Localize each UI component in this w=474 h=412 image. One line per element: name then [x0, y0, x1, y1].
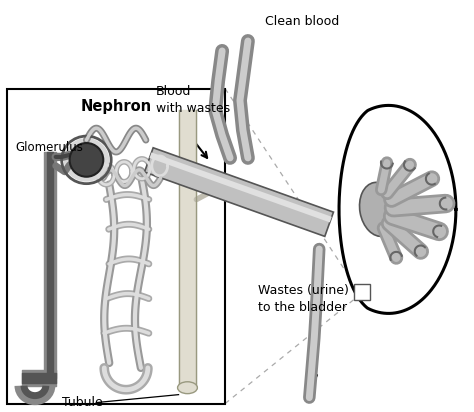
- Text: Tubule: Tubule: [62, 396, 102, 409]
- Ellipse shape: [64, 138, 109, 182]
- Text: Glomerulus: Glomerulus: [15, 141, 83, 154]
- Text: Nephron: Nephron: [81, 99, 152, 114]
- Bar: [7, 89, 225, 404]
- Polygon shape: [145, 148, 333, 236]
- Polygon shape: [149, 152, 332, 222]
- Ellipse shape: [359, 183, 398, 236]
- Text: Clean blood: Clean blood: [265, 15, 339, 28]
- Bar: [354, 284, 370, 300]
- Ellipse shape: [70, 143, 103, 177]
- Text: Wastes (urine)
to the bladder: Wastes (urine) to the bladder: [258, 283, 349, 314]
- Ellipse shape: [178, 382, 197, 393]
- Text: Blood
with wastes: Blood with wastes: [156, 85, 230, 115]
- Polygon shape: [339, 105, 456, 314]
